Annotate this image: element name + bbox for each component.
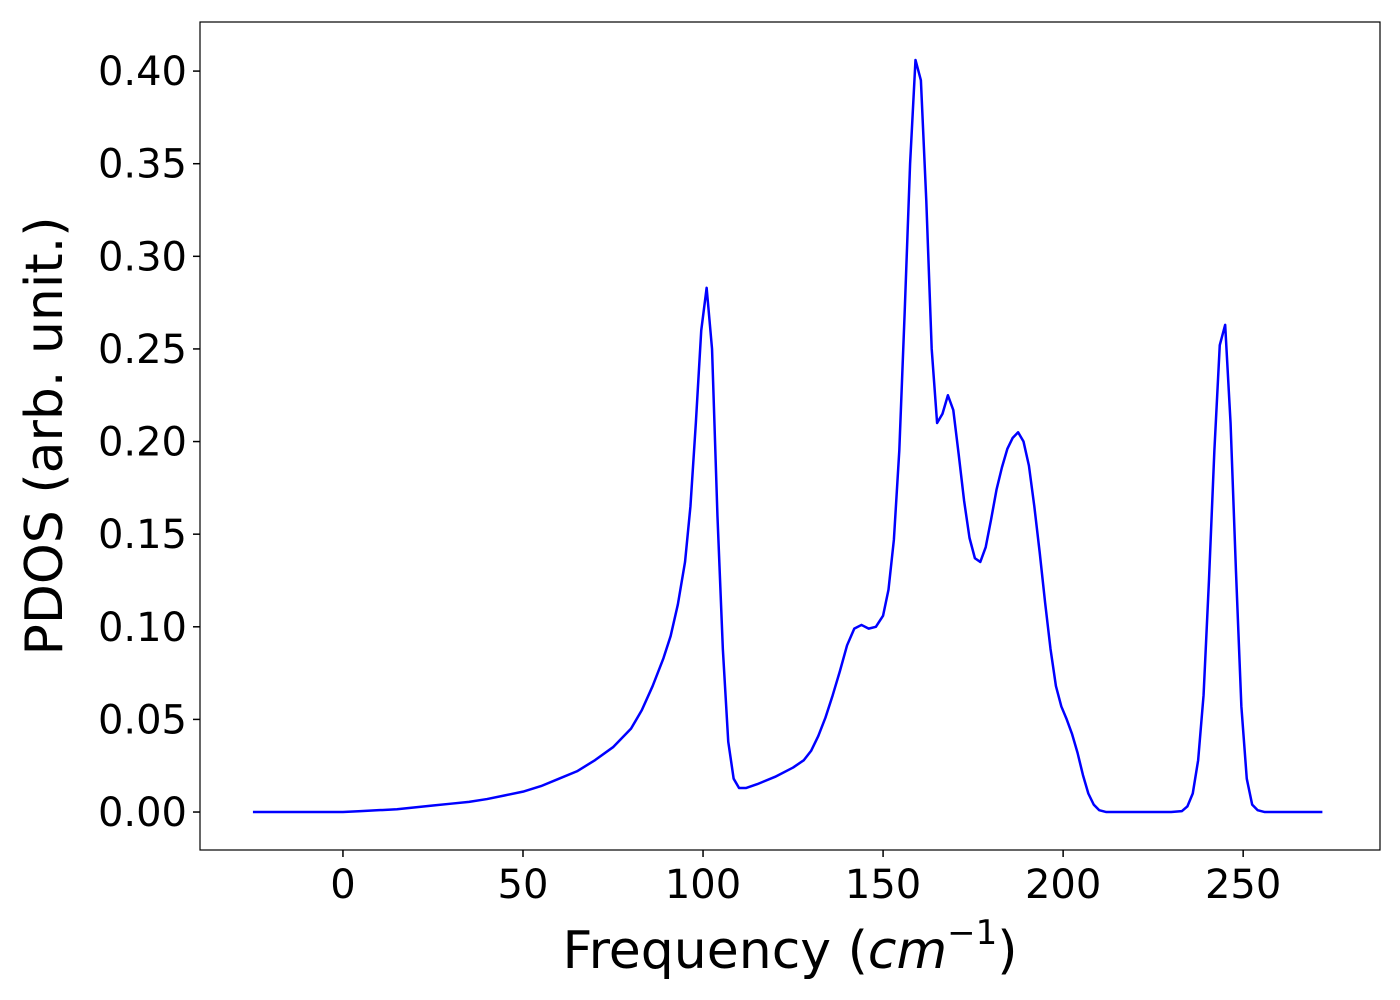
y-tick-label: 0.20	[98, 420, 187, 466]
y-axis-label: PDOS (arb. unit.)	[15, 216, 75, 655]
x-label-exponent: −1	[947, 913, 997, 953]
y-tick-label: 0.05	[98, 697, 187, 743]
x-axis-label: Frequency (cm−1)	[562, 913, 1017, 981]
x-tick-label: 250	[1205, 862, 1281, 908]
x-tick-label: 0	[330, 862, 355, 908]
x-tick-label: 150	[845, 862, 921, 908]
plot-frame	[199, 21, 1381, 851]
x-label-close: )	[997, 921, 1017, 981]
y-tick-label: 0.15	[98, 512, 187, 558]
y-tick-label: 0.10	[98, 605, 187, 651]
x-tick-label: 50	[498, 862, 549, 908]
y-tick-label: 0.00	[98, 790, 187, 836]
y-tick-label: 0.30	[98, 234, 187, 280]
x-label-text: Frequency (	[562, 921, 867, 981]
y-tick-label: 0.25	[98, 327, 187, 373]
x-tick-label: 200	[1025, 862, 1101, 908]
x-label-unit: cm	[868, 921, 947, 981]
y-tick-label: 0.35	[98, 142, 187, 188]
x-tick-label: 100	[665, 862, 741, 908]
pdos-line	[252, 58, 1323, 814]
y-tick-label: 0.40	[98, 49, 187, 95]
